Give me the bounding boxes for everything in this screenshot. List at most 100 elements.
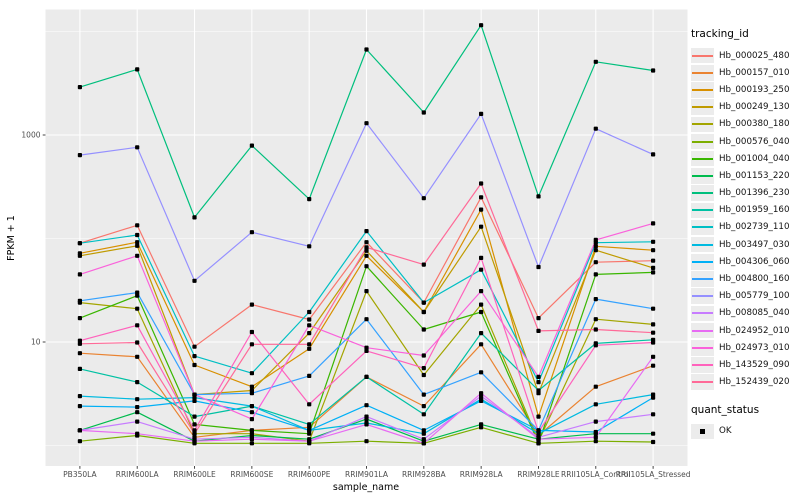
data-point: [651, 68, 656, 73]
data-point: [192, 428, 197, 433]
data-point: [421, 412, 426, 417]
legend-item-Hb_005779_100: Hb_005779_100: [691, 288, 789, 305]
legend-line-icon: [692, 346, 713, 349]
data-point: [249, 404, 254, 409]
data-point: [479, 207, 484, 212]
legend-line-icon: [692, 140, 713, 143]
data-point: [479, 398, 484, 403]
legend-item-Hb_000193_250: Hb_000193_250: [691, 81, 789, 98]
data-point: [135, 323, 140, 328]
data-point: [307, 317, 312, 322]
data-point: [192, 398, 197, 403]
x-tick-label: RRIM928LA: [460, 470, 504, 479]
data-point: [651, 265, 656, 270]
data-point: [421, 110, 426, 115]
data-point: [135, 380, 140, 385]
data-point: [421, 392, 426, 397]
data-point: [364, 348, 369, 353]
legend-key-swatch: [691, 185, 714, 201]
data-point: [536, 194, 541, 199]
legend-line-icon: [692, 174, 713, 177]
data-point: [536, 437, 541, 442]
legend-line-icon: [692, 278, 713, 281]
data-point: [364, 317, 369, 322]
data-point: [135, 306, 140, 311]
data-point: [593, 272, 598, 277]
legend-line-icon: [692, 71, 713, 74]
x-tick-label: RRIM928BA: [402, 470, 447, 479]
legend-label: Hb_002739_110: [719, 222, 790, 233]
data-point: [77, 428, 82, 433]
data-point: [421, 309, 426, 315]
data-point: [479, 23, 484, 28]
legend-line-icon: [692, 54, 713, 57]
data-point: [364, 374, 369, 379]
data-point: [536, 328, 541, 333]
legend-item-Hb_024973_010: Hb_024973_010: [691, 339, 789, 356]
legend-label: Hb_008085_040: [719, 308, 790, 319]
data-point: [651, 152, 656, 157]
data-point: [135, 223, 140, 228]
data-point: [536, 414, 541, 419]
data-point: [77, 253, 82, 258]
legend-line-icon: [692, 295, 713, 298]
data-point: [421, 353, 426, 358]
data-point: [77, 241, 82, 246]
series-points-Hb_005779_100: [77, 111, 656, 283]
data-point: [536, 429, 541, 435]
data-point: [77, 404, 82, 409]
data-point: [479, 342, 484, 347]
data-point: [651, 431, 656, 436]
data-point: [421, 441, 426, 446]
legend-item-Hb_003497_030: Hb_003497_030: [691, 236, 789, 253]
legend-key-swatch: [691, 288, 714, 304]
data-point: [77, 298, 82, 303]
data-point: [479, 289, 484, 294]
data-point: [364, 414, 369, 419]
data-point: [192, 431, 197, 436]
data-point: [77, 366, 82, 371]
legend-key-swatch: [691, 99, 714, 115]
data-point: [593, 402, 598, 407]
legend-line-icon: [692, 88, 713, 91]
data-point: [421, 431, 426, 436]
data-point: [651, 306, 656, 311]
y-tick-label: 10: [31, 338, 41, 347]
legend-item-Hb_001959_160: Hb_001959_160: [691, 202, 789, 219]
data-point: [249, 391, 254, 396]
data-point: [307, 439, 312, 444]
data-point: [364, 121, 369, 126]
legend-item-Hb_143529_090: Hb_143529_090: [691, 356, 789, 373]
x-tick-label: RRIM600SE: [230, 470, 273, 479]
data-point: [77, 153, 82, 158]
legend-label: Hb_000193_250: [719, 84, 790, 95]
point-marker-icon: [700, 429, 705, 434]
data-point: [536, 374, 541, 379]
data-point: [249, 143, 254, 148]
legend-key-swatch: [691, 305, 714, 322]
data-point: [307, 402, 312, 407]
legend-label: Hb_001153_220: [719, 170, 790, 181]
data-point: [479, 309, 484, 315]
data-point: [192, 422, 197, 427]
data-point: [364, 248, 369, 253]
data-point: [364, 345, 369, 350]
legend-item-Hb_000025_480: Hb_000025_480: [691, 47, 789, 64]
data-point: [249, 410, 254, 415]
legend-item-Hb_001153_220: Hb_001153_220: [691, 167, 789, 184]
legend-item-Hb_002739_110: Hb_002739_110: [691, 219, 789, 236]
legend-key-swatch: [691, 340, 714, 356]
data-point: [421, 404, 426, 409]
legend-quant-status: quant_status OK: [691, 404, 789, 440]
legend-key-swatch: [691, 47, 714, 64]
data-point: [77, 394, 82, 399]
x-tick-label: RRIM901LA: [345, 470, 389, 479]
data-point: [421, 196, 426, 201]
data-point: [651, 363, 656, 368]
legend-item-Hb_000157_010: Hb_000157_010: [691, 64, 789, 81]
x-tick-label: PB350LA: [63, 470, 97, 479]
legend-item-ok: OK: [691, 423, 789, 440]
data-point: [651, 239, 656, 244]
legend-item-Hb_000249_130: Hb_000249_130: [691, 99, 789, 116]
legend-item-Hb_004306_060: Hb_004306_060: [691, 253, 789, 270]
